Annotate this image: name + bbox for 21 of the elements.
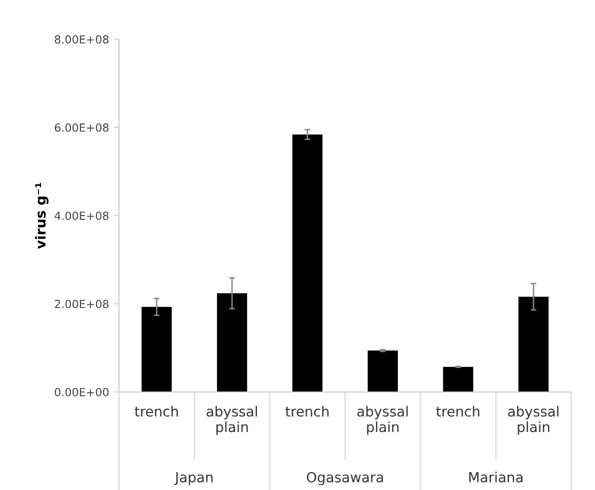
y-tick-label: 6.00E+08 <box>54 123 109 132</box>
bar <box>368 350 398 392</box>
x-tick-label: trench <box>134 406 178 417</box>
y-tick-label: 2.00E+08 <box>54 300 109 308</box>
bar <box>518 296 549 392</box>
bar <box>443 366 474 392</box>
text: Japan <box>174 472 213 486</box>
x-tick-label: abyssal plain <box>357 406 408 435</box>
y-axis-title: virus g⁻¹ <box>34 182 49 249</box>
x-tick-label: trench <box>285 406 329 417</box>
bar <box>292 134 322 392</box>
x-tick-label: trench <box>436 406 480 417</box>
y-tick-label: 8.00E+08 <box>54 35 109 44</box>
x-tick-label: abyssal plain <box>206 406 257 435</box>
text: Mariana <box>469 472 523 482</box>
y-tick-label: 4.00E+08 <box>54 212 109 220</box>
y-tick-label: 0.00E+00 <box>54 388 109 396</box>
bar <box>216 293 248 392</box>
bar <box>142 306 172 392</box>
text: Ogasawara <box>306 472 383 486</box>
x-tick-label: abyssal plain <box>508 406 558 435</box>
